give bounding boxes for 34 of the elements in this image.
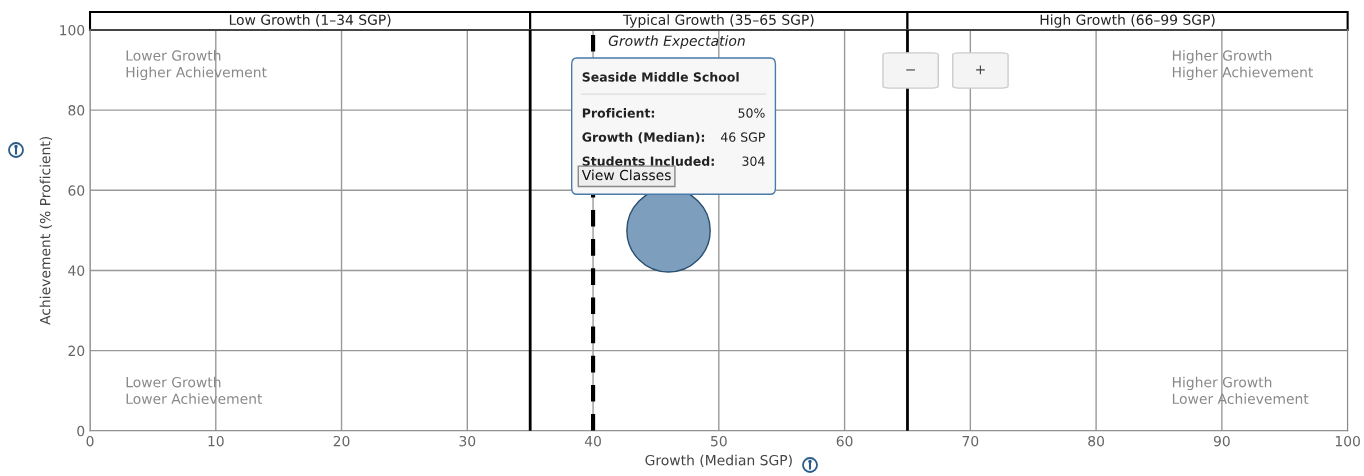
x-tick-label: 100 [1335, 435, 1360, 447]
annotation: Growth (Median): [582, 132, 705, 144]
text: High Growth (66–99 SGP) [1040, 14, 1215, 28]
annotation: Seaside Middle School [582, 72, 739, 82]
x-tick-label: 50 [711, 435, 727, 447]
x-tick-label: 80 [1088, 435, 1105, 447]
annotation: 46 SGP [720, 132, 765, 142]
y-tick-label: 40 [68, 265, 85, 276]
x-tick-label: 20 [333, 435, 350, 447]
annotation: 50% [738, 108, 765, 118]
x-tick-label: 30 [459, 435, 476, 447]
x-tick-label: 40 [584, 435, 601, 447]
annotation: − [906, 69, 915, 71]
annotation: Proficient: [582, 108, 655, 118]
y-tick-label: 0 [77, 425, 85, 437]
y-tick-label: 60 [68, 185, 85, 196]
x-tick-label: 0 [86, 435, 94, 447]
text: Low Growth (1–34 SGP) [229, 14, 391, 27]
x-axis-title: Growth (Median SGP) [645, 454, 792, 468]
annotation: + [976, 65, 985, 75]
x-tick-label: 10 [208, 435, 224, 447]
x-tick-label: 90 [1213, 435, 1230, 447]
y-tick-label: 100 [60, 24, 85, 36]
y-tick-label: 20 [68, 345, 85, 357]
ref-line-label: Growth Expectation [608, 35, 745, 49]
y-axis-title: Achievement (% Proficient) [39, 137, 53, 325]
x-tick-label: 70 [962, 435, 979, 447]
annotation: Students Included: [582, 156, 714, 166]
annotation: 304 [742, 156, 765, 166]
annotation: View Classes [581, 169, 671, 181]
text: Typical Growth (35–65 SGP) [622, 14, 814, 28]
x-tick-label: 60 [836, 435, 853, 447]
annotation: Higher Growth Higher Achievement [1172, 50, 1314, 81]
y-tick-label: 80 [68, 105, 85, 116]
